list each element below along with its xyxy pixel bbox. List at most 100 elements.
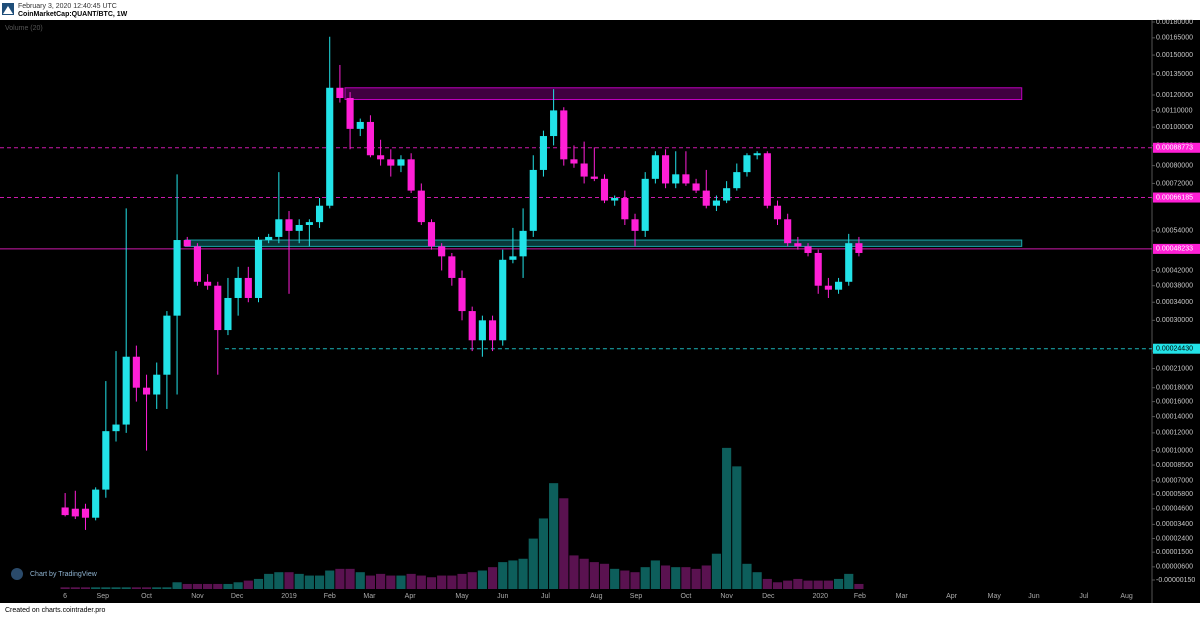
x-tick-label: Sep bbox=[97, 593, 110, 600]
footer: Created on charts.cointrader.pro bbox=[5, 607, 105, 614]
volume-bar bbox=[722, 447, 732, 589]
candle-body bbox=[112, 424, 120, 432]
volume-bar bbox=[416, 575, 426, 589]
candle-body bbox=[519, 230, 527, 257]
y-tick-label: 0.00054000 bbox=[1156, 228, 1193, 235]
volume-bar bbox=[599, 563, 610, 589]
candle-body bbox=[743, 155, 751, 173]
volume-bar bbox=[813, 580, 823, 589]
volume-bar bbox=[365, 575, 376, 589]
y-tick-label: 0.00010000 bbox=[1156, 447, 1193, 454]
y-tick-label: 0.00014000 bbox=[1156, 413, 1193, 420]
volume-bar bbox=[487, 567, 498, 589]
candle-body bbox=[336, 87, 344, 99]
candle-body bbox=[763, 153, 771, 206]
x-tick-label: Oct bbox=[680, 593, 691, 600]
candle-body bbox=[142, 387, 151, 395]
candle-body bbox=[71, 508, 79, 517]
candle-body bbox=[733, 172, 741, 189]
candle-body bbox=[173, 240, 181, 316]
volume-bar bbox=[742, 563, 752, 589]
plot: 0.00180000 0.00165000 0.00150000 0.00135000… bbox=[0, 19, 1200, 600]
candle-body bbox=[356, 121, 364, 129]
candle-body bbox=[244, 277, 252, 298]
level-label: 0.00066185 bbox=[1156, 194, 1193, 201]
zone bbox=[184, 239, 1023, 247]
volume-bar bbox=[304, 575, 314, 589]
candle-body bbox=[621, 198, 629, 220]
candle-body bbox=[773, 205, 782, 220]
candle-body bbox=[712, 200, 720, 206]
volume-bar bbox=[467, 572, 477, 589]
y-tick-label: 0.00002400 bbox=[1156, 535, 1193, 542]
candle-body bbox=[275, 219, 283, 237]
volume-bar bbox=[447, 575, 457, 589]
candle-body bbox=[651, 155, 659, 179]
x-tick-label: Aug bbox=[590, 593, 603, 600]
candle-body bbox=[183, 240, 191, 247]
volume-bar bbox=[294, 573, 304, 589]
candle-body bbox=[824, 285, 832, 290]
volume-bar bbox=[101, 587, 111, 589]
volume-bar bbox=[60, 587, 70, 589]
volume-label: Volume (20) bbox=[5, 25, 43, 32]
volume-bar bbox=[70, 587, 80, 589]
volume-bar bbox=[772, 582, 783, 589]
volume-bar bbox=[844, 573, 854, 589]
candle-body bbox=[417, 190, 425, 223]
chart-subtitle: February 3, 2020 12:40:45 UTC bbox=[18, 3, 117, 10]
volume-bar bbox=[671, 567, 681, 589]
volume-bar bbox=[284, 572, 294, 589]
candle-body bbox=[214, 285, 222, 331]
candle-body bbox=[407, 159, 415, 191]
volume-bar bbox=[477, 570, 487, 589]
volume-bar bbox=[396, 575, 406, 589]
y-tick-label: 0.00042000 bbox=[1156, 267, 1193, 274]
x-tick-label: Dec bbox=[762, 593, 775, 600]
volume-bar bbox=[182, 583, 192, 589]
level-badge bbox=[1153, 343, 1200, 354]
volume-bar bbox=[80, 587, 91, 589]
candle-body bbox=[661, 155, 670, 184]
candle-body bbox=[631, 219, 639, 231]
volume-bar bbox=[325, 570, 335, 589]
y-tick-label: 0.00008500 bbox=[1156, 462, 1193, 469]
y-tick-label: 0.00100000 bbox=[1156, 124, 1193, 131]
candle-body bbox=[794, 243, 802, 247]
volume-bar bbox=[640, 567, 650, 589]
candle-body bbox=[122, 356, 130, 425]
tv-logo bbox=[11, 568, 23, 580]
volume-bar bbox=[803, 580, 813, 589]
y-tick-label: 0.00110000 bbox=[1156, 107, 1193, 114]
candle-body bbox=[102, 431, 110, 490]
volume-bar bbox=[386, 575, 396, 589]
volume-bar bbox=[91, 587, 101, 589]
x-tick-label: Apr bbox=[946, 593, 958, 600]
volume-bar bbox=[783, 580, 793, 589]
candle-body bbox=[804, 246, 812, 253]
candle-body bbox=[753, 153, 761, 156]
y-tick-label: 0.00080000 bbox=[1156, 162, 1193, 169]
y-tick-label: 0.00150000 bbox=[1156, 52, 1193, 59]
candle-body bbox=[366, 121, 374, 156]
x-tick-label: Feb bbox=[324, 593, 336, 600]
volume-bar bbox=[854, 583, 864, 589]
candle-body bbox=[509, 256, 517, 260]
y-tick-label: 0.00005800 bbox=[1156, 491, 1193, 498]
x-tick-label: Jun bbox=[1028, 593, 1039, 600]
volume-bar bbox=[264, 573, 274, 589]
candle-body bbox=[702, 190, 710, 206]
x-tick-label: 2019 bbox=[281, 593, 297, 600]
volume-bar bbox=[589, 562, 599, 589]
candle-body bbox=[295, 224, 303, 231]
x-tick-label: Sep bbox=[630, 593, 643, 600]
candle-body bbox=[570, 159, 578, 164]
volume-bar bbox=[538, 518, 549, 589]
volume-bar bbox=[192, 583, 203, 589]
candle-body bbox=[92, 489, 100, 518]
volume-bar bbox=[131, 587, 141, 589]
x-tick-label: Aug bbox=[1120, 593, 1133, 600]
volume-bar bbox=[559, 498, 569, 589]
